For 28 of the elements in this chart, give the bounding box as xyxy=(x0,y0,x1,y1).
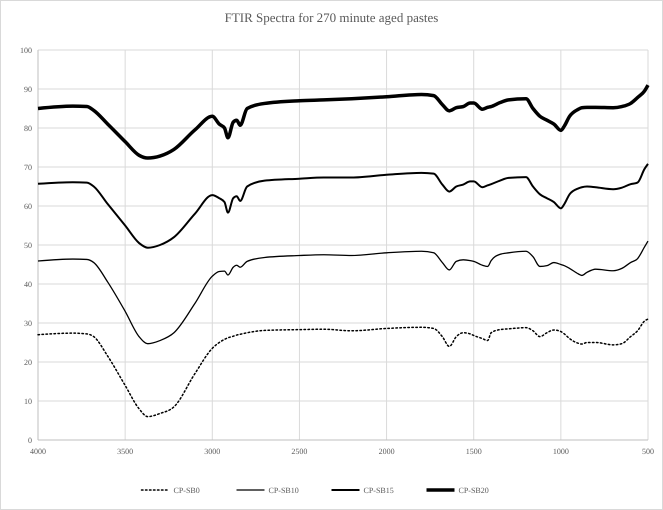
x-tick-label: 2000 xyxy=(378,447,395,456)
line-series xyxy=(37,318,649,418)
y-tick-label: 80 xyxy=(24,124,32,133)
line-series xyxy=(36,83,650,160)
x-tick-label: 500 xyxy=(642,447,654,456)
y-tick-label: 100 xyxy=(20,46,32,55)
x-tick-label: 3000 xyxy=(204,447,220,456)
y-tick-label: 30 xyxy=(24,318,32,328)
y-tick-label: 10 xyxy=(24,396,32,406)
y-tick-label: 0 xyxy=(28,436,32,445)
x-tick-label: 3500 xyxy=(117,447,134,456)
x-tick-label: 1500 xyxy=(466,447,482,456)
legend-label: CP-SB15 xyxy=(364,486,394,495)
x-tick-label: 2500 xyxy=(291,447,308,456)
line-series xyxy=(37,240,649,344)
y-tick-label: 70 xyxy=(24,162,32,172)
chart-title: FTIR Spectra for 270 minute aged pastes xyxy=(224,10,438,25)
y-tick-label: 50 xyxy=(24,240,32,250)
y-tick-label: 90 xyxy=(24,84,32,94)
line-series xyxy=(37,162,649,249)
x-tick-label: 4000 xyxy=(30,447,46,456)
legend-label: CP-SB20 xyxy=(458,486,489,495)
legend-label: CP-SB10 xyxy=(268,486,299,495)
y-tick-label: 20 xyxy=(24,358,32,367)
y-tick-label: 60 xyxy=(24,202,32,211)
y-tick-label: 40 xyxy=(24,280,32,289)
x-tick-label: 1000 xyxy=(552,447,569,456)
legend-label: CP-SB0 xyxy=(174,486,200,495)
